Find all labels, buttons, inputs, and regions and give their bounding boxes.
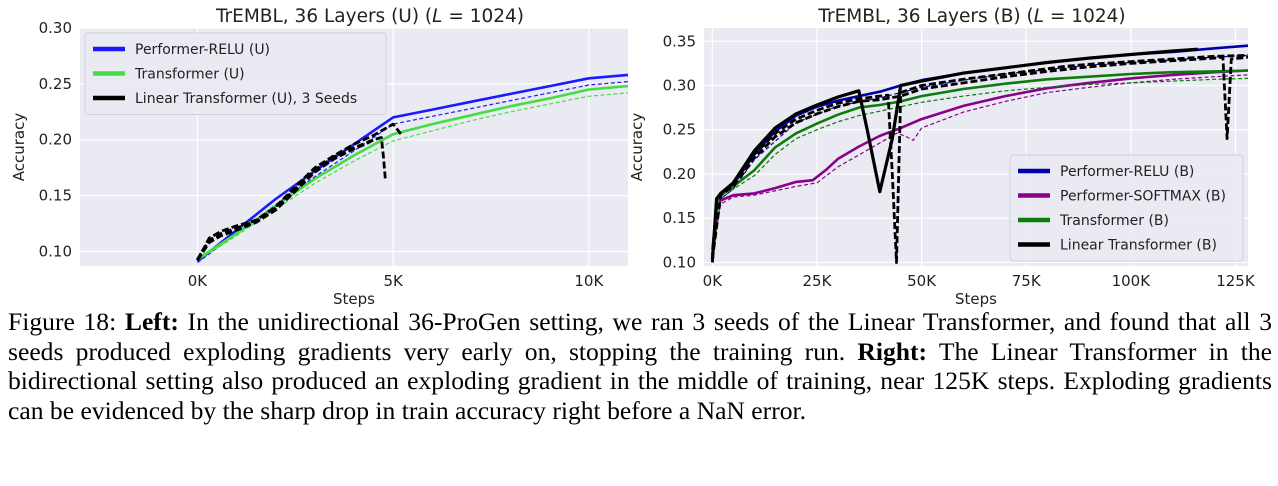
series-line-3 [197, 92, 628, 261]
x-tick-label-1: 25K [803, 272, 833, 290]
series-line-1 [197, 81, 628, 264]
series-line-4 [711, 69, 1248, 256]
x-tick-label-5: 125K [1216, 272, 1256, 290]
y-tick-label-3: 0.25 [39, 75, 72, 93]
y-tick-label-3: 0.25 [663, 121, 696, 139]
legend-label-1: Performer-SOFTMAX (B) [1060, 189, 1226, 205]
series-line-6 [196, 138, 375, 262]
x-axis-label: Steps [333, 290, 375, 308]
caption-left-head: Left: [124, 307, 179, 336]
y-axis-label: Accuracy [10, 113, 28, 182]
x-tick-label-0: 0K [188, 272, 209, 290]
y-tick-label-0: 0.10 [663, 253, 696, 271]
caption-right-head: Right: [857, 336, 928, 366]
x-tick-label-3: 75K [1012, 272, 1042, 290]
legend-box [84, 32, 387, 115]
chart-title: TrEMBL, 36 Layers (U) (L = 1024) [215, 6, 524, 27]
caption-label: Figure 18: [8, 307, 117, 336]
y-tick-label-1: 0.15 [39, 187, 72, 205]
legend-box [1009, 154, 1244, 262]
y-tick-label-4: 0.30 [663, 77, 696, 95]
series-line-4 [196, 122, 403, 262]
y-tick-label-0: 0.10 [39, 242, 72, 260]
chart-panel-0: 0K 5K 10K 0.10 0.15 0.20 0.25 0.30 Steps Accuracy… [10, 6, 628, 308]
legend: Performer-RELU (U) Transformer (U) Linear … [84, 32, 387, 115]
series-line-5 [711, 77, 1248, 258]
y-tick-label-4: 0.30 [39, 19, 72, 37]
y-tick-label-1: 0.15 [663, 209, 696, 227]
legend-label-3: Linear Transformer (B) [1060, 238, 1217, 254]
y-axis-label: Accuracy [628, 113, 646, 182]
chart-panel-1: 0K 25K 50K 75K 100K 125K 0.10 0.15 0.20 0.25 0.30 0… [628, 6, 1256, 308]
legend: Performer-RELU (B) Performer-SOFTMAX (B) T… [1009, 154, 1244, 262]
chart-title: TrEMBL, 36 Layers (B) (L = 1024) [817, 6, 1125, 27]
x-tick-label-1: 5K [383, 272, 404, 290]
series-line-8 [711, 55, 1248, 260]
x-tick-label-4: 100K [1112, 272, 1152, 290]
x-axis-label: Steps [955, 290, 997, 308]
series-line-0 [196, 73, 628, 263]
y-tick-label-2: 0.20 [663, 165, 696, 183]
legend-label-1: Transformer (U) [134, 67, 245, 83]
x-tick-label-2: 50K [907, 272, 937, 290]
x-tick-label-0: 0K [703, 272, 724, 290]
legend-label-2: Linear Transformer (U), 3 Seeds [135, 91, 357, 107]
caption-left-text: In the unidirectional 36-ProGen setting,… [8, 307, 1272, 366]
x-tick-label-2: 10K [574, 272, 604, 290]
legend-label-0: Performer-RELU (B) [1060, 164, 1194, 180]
series-line-7 [711, 54, 1248, 264]
y-tick-label-5: 0.35 [663, 32, 696, 50]
legend-label-0: Performer-RELU (U) [135, 42, 270, 58]
legend-label-2: Transformer (B) [1059, 213, 1169, 229]
y-tick-label-2: 0.20 [39, 131, 72, 149]
caption-right-text: The Linear Transformer in the bidirectio… [8, 336, 1273, 425]
figure-caption: Figure 18: Left: In the unidirectional 3… [8, 307, 1272, 425]
figure: 0K 5K 10K 0.10 0.15 0.20 0.25 0.30 Steps Accuracy… [10, 6, 1256, 308]
series-line-5 [196, 136, 387, 261]
